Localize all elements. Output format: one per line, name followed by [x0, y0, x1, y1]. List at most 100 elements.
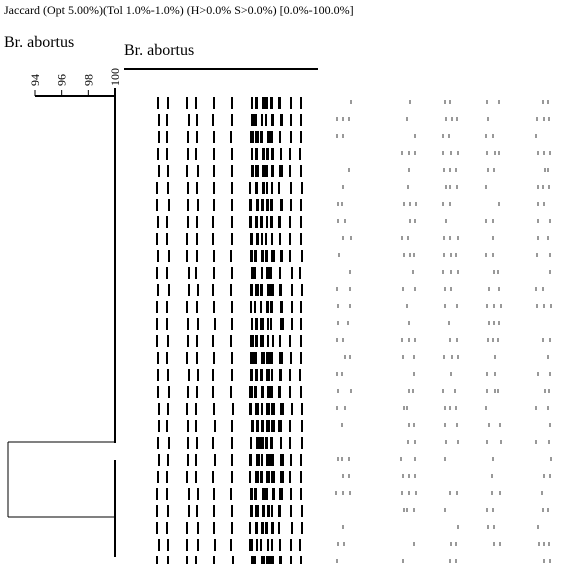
faint-band: [449, 491, 451, 495]
faint-band: [449, 168, 451, 172]
band: [267, 335, 269, 347]
band: [168, 250, 170, 262]
band: [266, 556, 270, 564]
faint-band: [348, 117, 350, 121]
faint-band: [403, 508, 405, 512]
band: [231, 148, 233, 160]
band: [300, 488, 302, 500]
faint-band: [349, 355, 351, 359]
faint-band: [541, 491, 543, 495]
band: [212, 437, 214, 449]
band: [261, 267, 263, 279]
band: [196, 131, 198, 143]
faint-band: [457, 151, 459, 155]
band: [291, 301, 293, 313]
band: [231, 369, 233, 381]
faint-band: [542, 100, 544, 104]
faint-band: [543, 117, 545, 121]
band: [196, 505, 198, 517]
faint-band: [457, 355, 459, 359]
faint-band: [445, 185, 447, 189]
band: [213, 301, 215, 313]
faint-band: [486, 100, 488, 104]
faint-band: [442, 389, 444, 393]
faint-band: [499, 542, 501, 546]
faint-band: [450, 372, 452, 376]
band: [197, 539, 199, 551]
faint-band: [414, 474, 416, 478]
faint-band: [443, 236, 445, 240]
band: [188, 284, 190, 296]
faint-band: [544, 168, 546, 172]
band: [187, 182, 189, 194]
band: [266, 267, 270, 279]
band: [251, 318, 253, 330]
faint-band: [443, 253, 445, 257]
band: [157, 97, 159, 109]
faint-band: [401, 151, 403, 155]
band: [166, 267, 168, 279]
band: [289, 386, 291, 398]
faint-band: [414, 457, 416, 461]
band: [260, 131, 263, 143]
band: [230, 335, 232, 347]
faint-band: [492, 508, 494, 512]
faint-band: [336, 287, 338, 291]
band: [280, 148, 282, 160]
band: [187, 131, 189, 143]
faint-band: [408, 321, 410, 325]
band: [278, 386, 281, 398]
band: [266, 182, 268, 194]
band: [250, 233, 253, 245]
band: [260, 471, 263, 483]
faint-band: [536, 253, 538, 257]
faint-band: [549, 423, 551, 427]
header-title: Jaccard (Opt 5.00%)(Tol 1.0%-1.0%) (H>0.…: [4, 3, 354, 17]
faint-band: [486, 389, 488, 393]
band: [289, 437, 291, 449]
band: [289, 148, 291, 160]
band: [301, 284, 303, 296]
faint-band: [445, 440, 447, 444]
faint-band: [449, 185, 451, 189]
band: [254, 267, 256, 279]
faint-band: [344, 406, 346, 410]
band: [249, 539, 253, 551]
band: [255, 165, 259, 177]
band: [271, 182, 273, 194]
band: [266, 454, 270, 466]
band: [213, 97, 215, 109]
band: [256, 199, 259, 211]
band: [254, 386, 257, 398]
faint-band: [401, 491, 403, 495]
faint-band: [549, 219, 551, 223]
faint-band: [492, 253, 494, 257]
band: [156, 505, 158, 517]
faint-band: [442, 151, 444, 155]
band: [265, 250, 268, 262]
band: [279, 284, 282, 296]
faint-band: [402, 474, 404, 478]
faint-band: [486, 508, 488, 512]
band: [300, 114, 302, 126]
faint-band: [408, 389, 410, 393]
faint-band: [492, 457, 494, 461]
band: [158, 403, 160, 415]
faint-band: [497, 338, 499, 342]
band: [156, 335, 158, 347]
band: [271, 233, 273, 245]
faint-band: [403, 202, 405, 206]
faint-band: [547, 406, 549, 410]
faint-band: [485, 406, 487, 410]
band: [187, 454, 189, 466]
faint-band: [498, 151, 500, 155]
band: [166, 233, 168, 245]
band: [270, 131, 273, 143]
band: [213, 148, 215, 160]
band: [256, 454, 260, 466]
faint-band: [448, 321, 450, 325]
band: [213, 182, 215, 194]
band: [232, 556, 234, 564]
band: [279, 352, 283, 364]
scale-tick-label: 100: [108, 68, 122, 86]
